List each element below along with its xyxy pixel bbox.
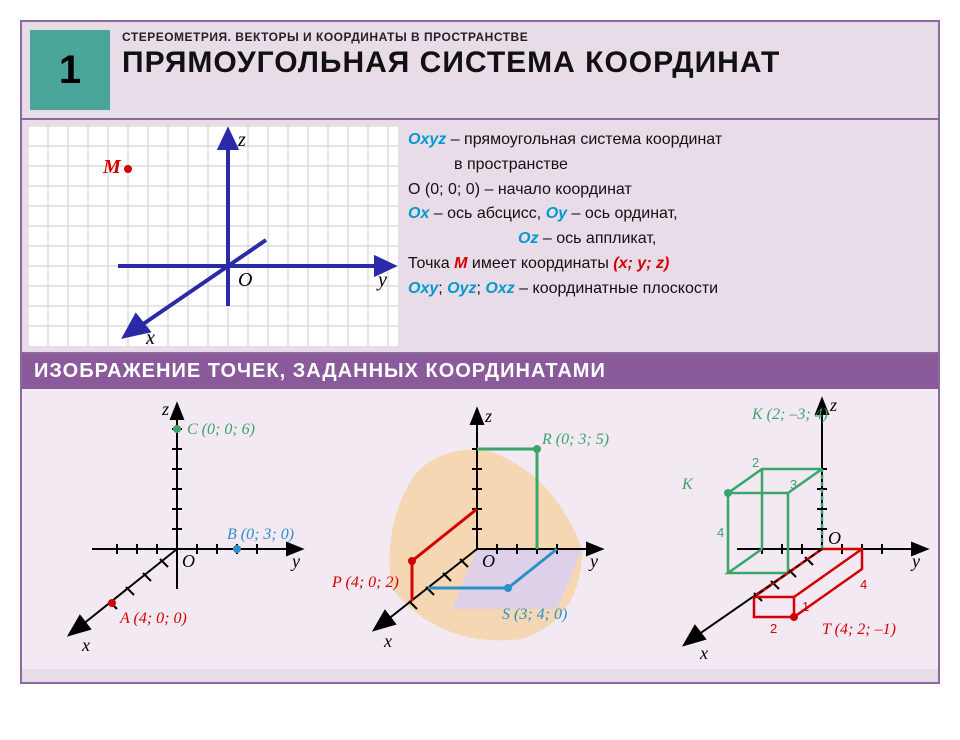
- diagram-kt: K K (2; –3; 4) 2 3 4 T (4; 2; –1) 2: [622, 389, 932, 669]
- y-axis-label: y: [376, 269, 387, 291]
- oyz: Oyz: [447, 280, 476, 297]
- t-dim-4: 4: [860, 577, 867, 592]
- z-label: z: [161, 399, 169, 419]
- y-label: y: [290, 551, 300, 571]
- lesson-number: 1: [59, 48, 81, 93]
- l5c: имеет координаты: [467, 255, 613, 272]
- y-label: y: [588, 551, 598, 571]
- banner-text: ИЗОБРАЖЕНИЕ ТОЧЕК, ЗАДАННЫХ КООРДИНАТАМИ: [34, 360, 606, 382]
- l6b: ;: [438, 280, 447, 297]
- y-label: y: [910, 551, 920, 571]
- point-m-label: M: [102, 156, 122, 178]
- lesson-number-box: 1: [30, 30, 110, 110]
- overline: СТЕРЕОМЕТРИЯ. ВЕКТОРЫ И КООРДИНАТЫ В ПРО…: [122, 30, 938, 44]
- oxz: Oxz: [485, 280, 514, 297]
- o-label: O: [828, 528, 841, 548]
- l5b: M: [454, 255, 467, 272]
- l5a: Точка: [408, 255, 454, 272]
- diagram-abc: A (4; 0; 0) B (0; 3; 0) C (0; 0; 6) z y …: [22, 389, 322, 669]
- line-1: Oxyz – прямоугольная система координат: [408, 128, 928, 153]
- k-dim-2: 2: [752, 455, 759, 470]
- l3b: – ось абсцисс,: [429, 205, 545, 222]
- point-k: K (2; –3; 4): [751, 406, 828, 423]
- oy: Oy: [546, 205, 567, 222]
- section-banner: ИЗОБРАЖЕНИЕ ТОЧЕК, ЗАДАННЫХ КООРДИНАТАМИ: [22, 354, 938, 389]
- point-t: T (4; 2; –1): [822, 621, 896, 638]
- l6f: – координатные плоскости: [515, 280, 718, 297]
- point-a: A (4; 0; 0): [119, 610, 187, 627]
- k-dim-4: 4: [717, 525, 724, 540]
- point-s: S (3; 4; 0): [502, 606, 567, 623]
- o-label: O: [182, 551, 195, 571]
- line-1c: в пространстве: [408, 153, 928, 178]
- coordinate-grid-diagram: M z y x O: [28, 126, 398, 346]
- main-title: ПРЯМОУГОЛЬНАЯ СИСТЕМА КООРДИНАТ: [122, 46, 938, 80]
- line-2: O (0; 0; 0) – начало координат: [408, 178, 928, 203]
- oz: Oz: [518, 230, 538, 247]
- line-6: Oxy; Oyz; Oxz – координатные плоскости: [408, 277, 928, 302]
- x-label: x: [383, 631, 392, 651]
- oxyz: Oxyz: [408, 131, 446, 148]
- l3d: – ось ординат,: [567, 205, 678, 222]
- line-3: Ox – ось абсцисс, Oy – ось ординат,: [408, 202, 928, 227]
- ox: Ox: [408, 205, 429, 222]
- k-dim-3: 3: [790, 477, 797, 492]
- point-c: C (0; 0; 6): [187, 421, 255, 438]
- row-2: A (4; 0; 0) B (0; 3; 0) C (0; 0; 6) z y …: [22, 389, 938, 669]
- l4b: – ось аппликат,: [538, 230, 656, 247]
- l1b: – прямоугольная система координат: [446, 131, 722, 148]
- poster: 1 СТЕРЕОМЕТРИЯ. ВЕКТОРЫ И КООРДИНАТЫ В П…: [20, 20, 940, 684]
- t-dim-1: 1: [802, 599, 809, 614]
- k-short: K: [681, 476, 694, 493]
- row-1: M z y x O Oxyz – прямоугольная система к…: [22, 120, 938, 354]
- title-group: СТЕРЕОМЕТРИЯ. ВЕКТОРЫ И КООРДИНАТЫ В ПРО…: [122, 22, 938, 118]
- z-axis-label: z: [237, 129, 246, 151]
- definitions-text: Oxyz – прямоугольная система координат в…: [404, 120, 938, 352]
- diagram-prs: R (0; 3; 5) P (4; 0; 2) S (3; 4; 0) z y …: [322, 389, 622, 669]
- x-label: x: [81, 635, 90, 655]
- point-r: R (0; 3; 5): [541, 431, 609, 448]
- point-p: P (4; 0; 2): [331, 574, 399, 591]
- x-axis-label: x: [145, 327, 155, 346]
- line-4: Oz – ось аппликат,: [408, 227, 928, 252]
- l5d: (x; y; z): [613, 255, 669, 272]
- x-label: x: [699, 643, 708, 663]
- z-label: z: [829, 395, 837, 415]
- point-b: B (0; 3; 0): [227, 526, 294, 543]
- header: 1 СТЕРЕОМЕТРИЯ. ВЕКТОРЫ И КООРДИНАТЫ В П…: [22, 22, 938, 120]
- line-5: Точка M имеет координаты (x; y; z): [408, 252, 928, 277]
- z-label: z: [484, 406, 492, 426]
- origin-label: O: [238, 269, 252, 291]
- oxy: Oxy: [408, 280, 438, 297]
- o-label: O: [482, 551, 495, 571]
- t-dim-2: 2: [770, 621, 777, 636]
